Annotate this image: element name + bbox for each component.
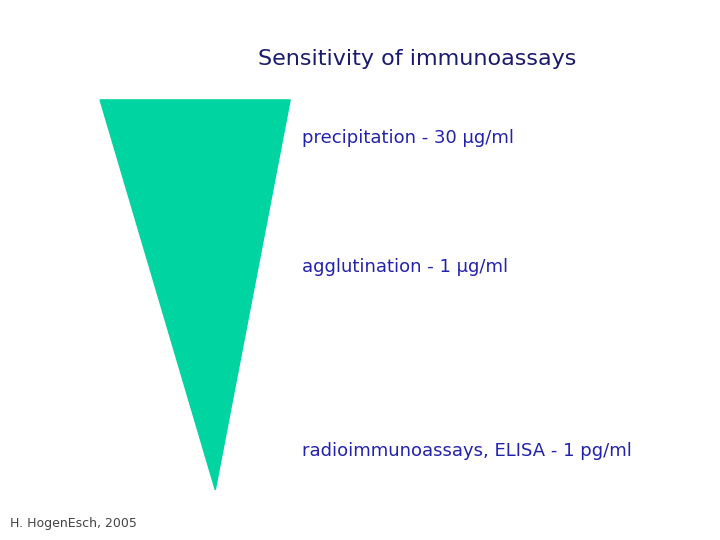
Text: H. HogenEsch, 2005: H. HogenEsch, 2005 bbox=[10, 517, 137, 530]
Text: Sensitivity of immunoassays: Sensitivity of immunoassays bbox=[258, 49, 577, 69]
Polygon shape bbox=[100, 100, 290, 490]
Text: radioimmunoassays, ELISA - 1 pg/ml: radioimmunoassays, ELISA - 1 pg/ml bbox=[302, 442, 632, 460]
Text: agglutination - 1 μg/ml: agglutination - 1 μg/ml bbox=[302, 258, 508, 276]
Text: precipitation - 30 μg/ml: precipitation - 30 μg/ml bbox=[302, 129, 514, 147]
